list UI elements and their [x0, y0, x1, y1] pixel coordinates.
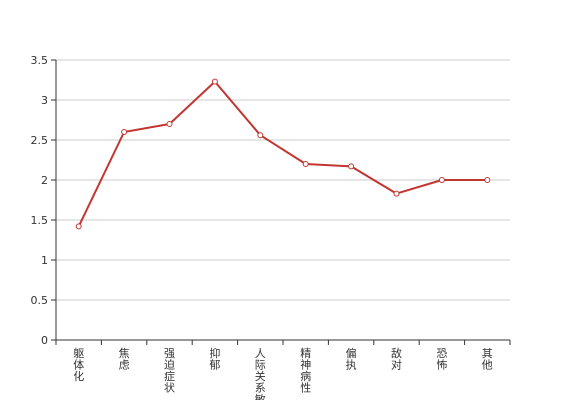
x-tick-label: 其他	[482, 347, 493, 372]
y-tick-label: 1	[41, 254, 48, 267]
gridlines	[56, 59, 510, 301]
x-tick-label: 躯体化	[73, 347, 84, 383]
data-point[interactable]	[211, 78, 218, 85]
data-point[interactable]	[438, 177, 445, 183]
series-layer	[75, 78, 491, 230]
y-tick-label: 3.5	[31, 54, 49, 67]
data-point[interactable]	[166, 121, 173, 127]
x-tick-label: 精神病性	[300, 347, 311, 395]
x-tick-label: 偏执	[346, 346, 357, 372]
y-axis-ticks: 0 0.5 1 1.5 2 2.5 3 3.5	[31, 54, 56, 347]
y-tick-label: 2.5	[31, 134, 49, 147]
data-point[interactable]	[75, 223, 82, 230]
series-line	[77, 80, 488, 227]
data-point[interactable]	[121, 129, 128, 135]
y-tick-label: 1.5	[31, 214, 49, 227]
x-tick-label: 人际关系敏感	[255, 347, 266, 400]
data-point[interactable]	[484, 177, 491, 183]
x-tick-label: 强迫症状	[164, 347, 175, 395]
x-tick-label: 敌对	[391, 346, 402, 372]
data-point[interactable]	[257, 132, 264, 139]
y-tick-label: 3	[41, 94, 48, 107]
x-tick-label: 抑郁	[209, 346, 220, 372]
axes	[55, 60, 510, 341]
x-axis-ticks: 躯体化 焦虑 强迫症状 抑郁 人际关系敏感 精神病性 偏执 敌对 恐怖 其他	[55, 340, 511, 404]
y-tick-label: 0	[41, 334, 48, 347]
data-point[interactable]	[393, 190, 400, 197]
data-point[interactable]	[348, 163, 355, 170]
data-point[interactable]	[302, 161, 309, 167]
x-tick-label: 焦虑	[119, 347, 130, 372]
y-tick-label: 0.5	[31, 294, 49, 307]
x-tick-label: 恐怖	[436, 347, 447, 372]
y-tick-label: 2	[41, 174, 48, 187]
